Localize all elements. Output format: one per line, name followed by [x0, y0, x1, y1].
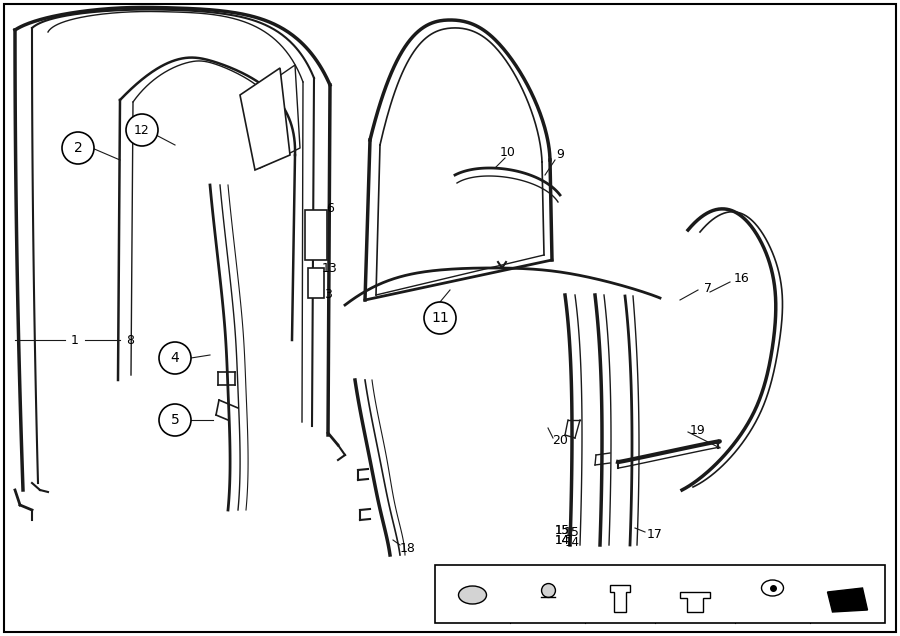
Text: 12: 12 — [134, 123, 150, 137]
Text: 00123423: 00123423 — [814, 610, 870, 620]
Text: 4: 4 — [544, 567, 552, 579]
Circle shape — [126, 114, 158, 146]
Text: 13: 13 — [322, 261, 338, 275]
Ellipse shape — [761, 580, 784, 596]
Circle shape — [62, 132, 94, 164]
Text: 6: 6 — [326, 202, 334, 214]
Text: 17: 17 — [647, 529, 663, 541]
Text: 15: 15 — [564, 525, 580, 539]
Bar — [435, 565, 885, 623]
Polygon shape — [240, 68, 290, 170]
Ellipse shape — [458, 586, 487, 604]
Text: 5: 5 — [616, 567, 624, 579]
Text: 9: 9 — [556, 148, 564, 162]
Text: 10: 10 — [500, 146, 516, 158]
Bar — [305, 210, 327, 260]
Text: 2: 2 — [469, 567, 476, 579]
Text: 5: 5 — [171, 413, 179, 427]
Circle shape — [159, 404, 191, 436]
Text: 18: 18 — [400, 541, 416, 555]
Text: 11: 11 — [687, 567, 703, 579]
Text: 16: 16 — [734, 272, 750, 284]
Text: 14: 14 — [564, 536, 580, 548]
Text: 20: 20 — [552, 434, 568, 446]
Text: 15: 15 — [554, 523, 570, 537]
Text: 2: 2 — [74, 141, 83, 155]
Polygon shape — [610, 585, 630, 612]
Text: 3: 3 — [324, 289, 332, 301]
Text: 12: 12 — [765, 567, 780, 579]
Circle shape — [424, 302, 456, 334]
Text: 4: 4 — [171, 351, 179, 365]
Text: 1: 1 — [71, 333, 79, 347]
Text: 15: 15 — [554, 523, 570, 537]
Text: 14: 14 — [554, 534, 570, 546]
Text: 7: 7 — [704, 282, 712, 294]
Bar — [308, 268, 324, 298]
Text: 11: 11 — [431, 311, 449, 325]
Text: 8: 8 — [126, 333, 134, 347]
Circle shape — [159, 342, 191, 374]
Polygon shape — [680, 592, 710, 612]
Polygon shape — [827, 588, 868, 612]
Text: 14: 14 — [554, 534, 570, 546]
Text: 19: 19 — [690, 424, 706, 436]
